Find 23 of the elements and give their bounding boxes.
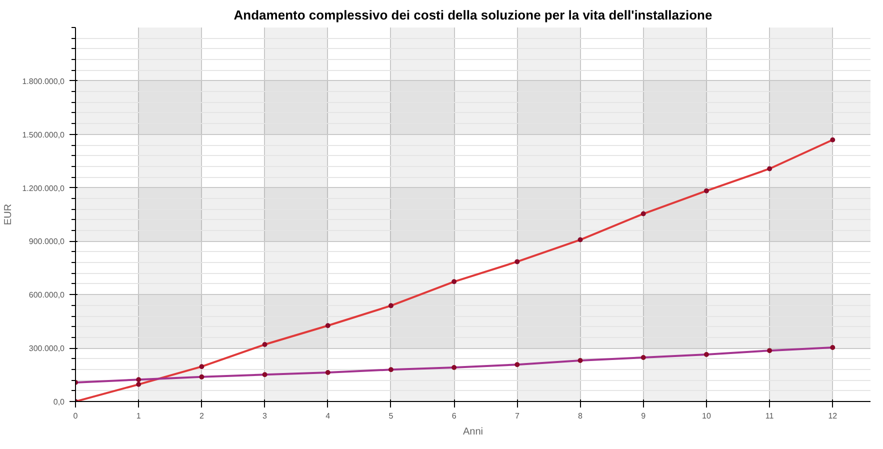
y-tick-label: 1.200.000,0	[22, 184, 66, 193]
chart-title: Andamento complessivo dei costi della soluzione per la vita dell'installazione	[234, 8, 712, 22]
x-tick-label: 3	[262, 412, 268, 420]
x-tick-label: 1	[136, 412, 142, 420]
x-tick-label: 8	[578, 412, 584, 420]
x-tick-label: 0	[73, 412, 78, 420]
y-tick-label: 0,0	[53, 398, 66, 406]
y-tick-label: 1.500.000,0	[22, 130, 66, 140]
x-tick-label: 11	[765, 412, 774, 420]
y-tick-label: 900.000,0	[28, 237, 66, 246]
x-tick-label: 5	[388, 412, 394, 420]
x-tick-label: 2	[199, 412, 204, 420]
y-tick-label: 300.000,0	[28, 344, 66, 354]
y-tick-label: 600.000,0	[28, 290, 66, 300]
x-tick-label: 6	[452, 412, 457, 420]
x-tick-label: 9	[641, 412, 646, 420]
y-tick-label: 1.800.000,0	[22, 76, 66, 86]
y-axis-title: EUR	[3, 204, 14, 226]
x-tick-label: 12	[828, 412, 838, 420]
x-tick-label: 4	[326, 412, 331, 420]
x-tick-label: 10	[702, 412, 712, 420]
x-axis-title: Anni	[462, 426, 484, 438]
x-tick-label: 7	[514, 412, 520, 420]
